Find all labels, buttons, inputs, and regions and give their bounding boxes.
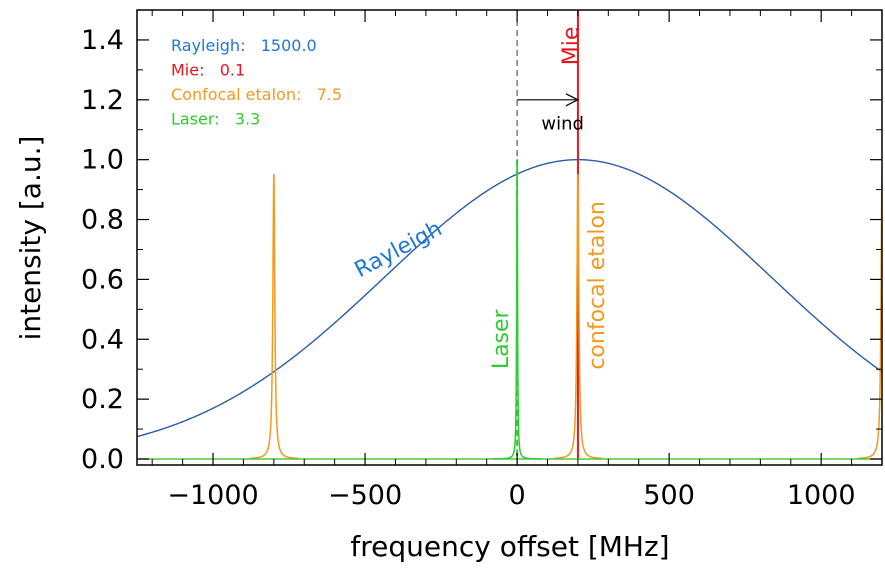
x-tick-label: −1000 — [167, 480, 258, 511]
y-tick-label: 1.2 — [81, 85, 124, 116]
y-tick-label: 0.6 — [81, 264, 124, 295]
y-tick-label: 0.2 — [81, 384, 124, 415]
y-tick-label: 1.4 — [81, 25, 124, 56]
legend: Rayleigh: 1500.0 Mie: 0.1 Confocal etalon:… — [171, 36, 342, 129]
series-laser — [137, 158, 882, 460]
annotation-wind: wind — [541, 114, 584, 135]
annotation-mie: Mie — [559, 27, 584, 66]
axes: −1000 −500 0 500 1000 0.0 0.2 0.4 0.6 0.8 1.0 1.2 1.… — [14, 9, 883, 563]
plot-frame — [136, 9, 883, 466]
annotation-rayleigh: Rayleigh — [351, 216, 447, 283]
etalon-peak-1 — [553, 173, 603, 460]
legend-item-confocal-etalon: Confocal etalon: 7.5 — [171, 85, 342, 104]
etalon-peak-0 — [249, 173, 299, 460]
x-tick-label: −500 — [328, 480, 402, 511]
series-rayleigh — [137, 158, 882, 438]
legend-item-mie: Mie: 0.1 — [171, 61, 245, 80]
y-tick-label: 1.0 — [81, 145, 124, 176]
y-axis-label: intensity [a.u.] — [14, 136, 47, 341]
annotation-confocal-etalon: confocal etalon — [585, 201, 610, 370]
wind-arrow-head — [565, 93, 580, 107]
x-tick-label: 0 — [509, 480, 526, 511]
series-layer — [137, 10, 882, 465]
etalon-peak-2 — [857, 173, 882, 460]
x-tick-label: 1000 — [787, 480, 856, 511]
legend-item-laser: Laser: 3.3 — [171, 110, 260, 129]
x-axis-label: frequency offset [MHz] — [350, 530, 669, 563]
annotation-laser: Laser — [489, 308, 514, 369]
legend-item-rayleigh: Rayleigh: 1500.0 — [171, 36, 317, 55]
y-tick-label: 0.4 — [81, 324, 124, 355]
y-tick-label: 0.0 — [81, 444, 124, 475]
annotations-layer: Rayleigh Mie confocal etalon Laser wind — [351, 27, 610, 370]
x-tick-label: 500 — [643, 480, 695, 511]
y-tick-label: 0.8 — [81, 205, 124, 236]
rayleigh-curve — [137, 158, 882, 438]
